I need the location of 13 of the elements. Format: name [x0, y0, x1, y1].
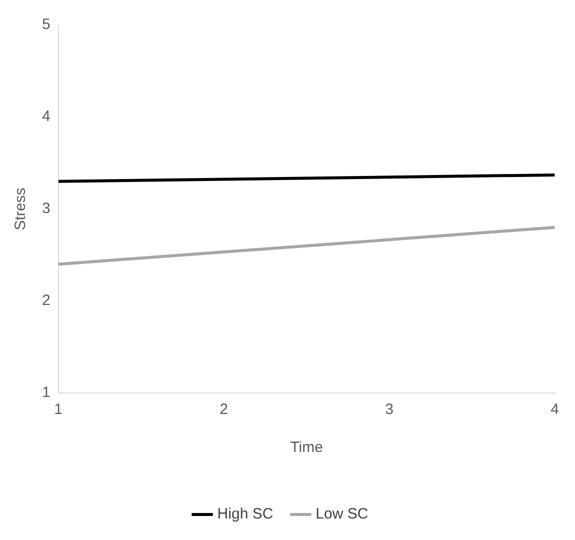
y-axis-title: Stress [12, 188, 30, 230]
y-tick-label: 4 [42, 108, 50, 126]
x-tick-label: 3 [385, 401, 394, 418]
x-tick-label: 1 [54, 401, 63, 418]
y-tick-label: 5 [42, 16, 50, 34]
legend-label: High SC [217, 506, 274, 523]
y-tick-label: 3 [42, 200, 50, 218]
legend-label: Low SC [316, 506, 368, 523]
y-tick-label: 1 [42, 384, 50, 402]
x-tick-label: 2 [220, 401, 228, 418]
x-tick-label: 4 [550, 401, 559, 418]
y-tick-label: 2 [42, 292, 50, 310]
x-axis-title: Time [290, 439, 323, 456]
